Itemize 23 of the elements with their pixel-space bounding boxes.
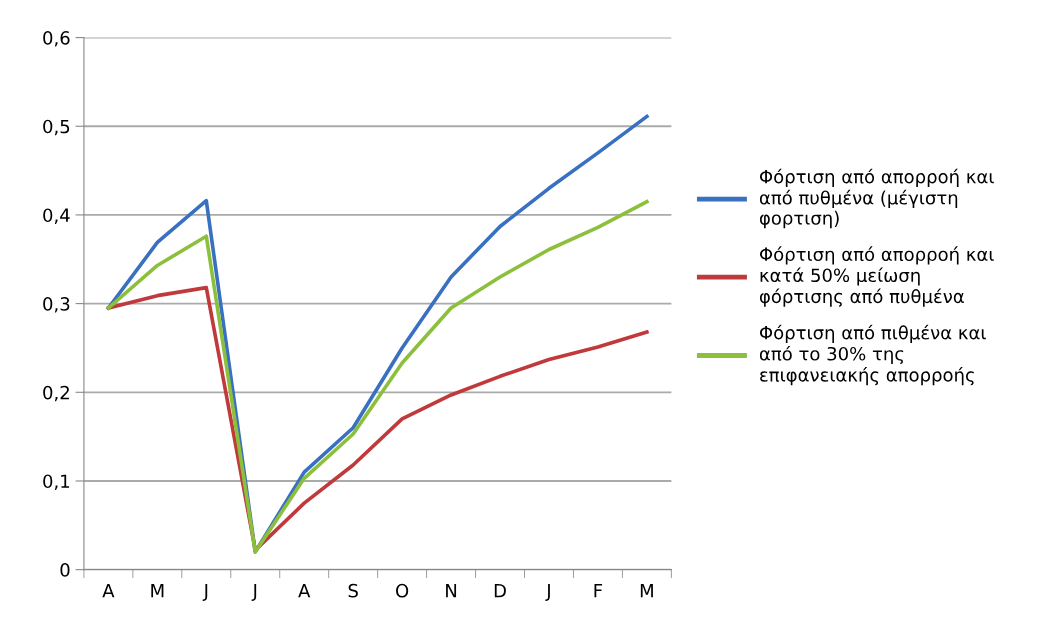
x-tick-label: D	[494, 584, 506, 598]
x-tick-label: M	[640, 584, 653, 598]
y-tick-label: 0	[60, 563, 70, 577]
x-tick-label: J	[251, 584, 257, 601]
y-tick-label: 0,1	[43, 474, 70, 490]
x-tick-label: S	[348, 583, 358, 598]
y-tick-label: 0,6	[43, 31, 70, 47]
x-tick-label: F	[594, 584, 603, 598]
line-series	[106, 199, 649, 554]
x-tick-label: J	[202, 584, 208, 601]
x-tick-label: M	[151, 584, 164, 598]
y-tick-label: 0,4	[43, 208, 70, 224]
legend-label: Φόρτιση από απορροή και από πυθμένα (μέγιστη φορτιση)	[759, 168, 994, 229]
legend-label: Φόρτιση από πιθμένα και από το 30% της επιφανειακής απορροής	[759, 324, 986, 386]
x-tick-label: O	[396, 583, 409, 598]
x-tick-label: A	[298, 584, 311, 598]
y-tick-label: 0,5	[43, 119, 70, 136]
y-tick-label: 0,3	[43, 297, 70, 313]
x-tick-label: A	[102, 584, 115, 598]
x-tick-label: N	[446, 584, 457, 598]
x-tick-label: J	[545, 584, 550, 601]
legend-label: Φόρτιση από απορροή και κατά 50% μείωση φόρτισης από πυθμένα	[759, 246, 994, 307]
y-tick-label: 0,2	[43, 385, 69, 402]
